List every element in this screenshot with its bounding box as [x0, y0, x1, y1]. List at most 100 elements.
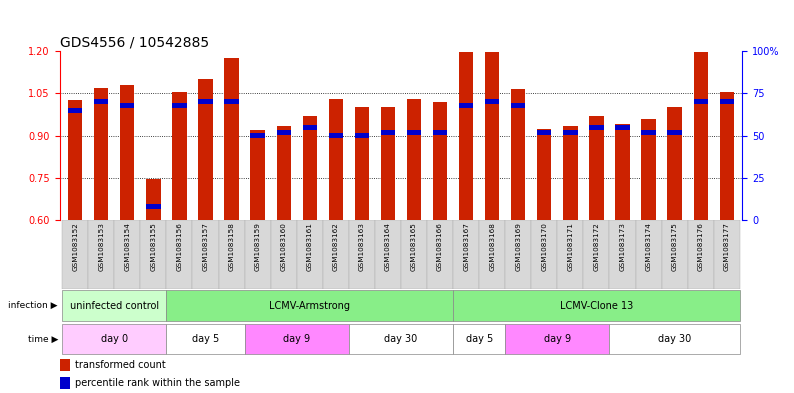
Bar [381, 107, 395, 220]
FancyBboxPatch shape [167, 290, 453, 321]
Bar [563, 130, 577, 135]
Text: GSM1083176: GSM1083176 [698, 222, 703, 271]
Text: GSM1083170: GSM1083170 [542, 222, 547, 271]
Bar [94, 88, 109, 220]
Bar [198, 99, 213, 104]
Bar [355, 107, 369, 220]
Text: GSM1083167: GSM1083167 [463, 222, 469, 271]
Bar [68, 100, 83, 220]
Text: GSM1083159: GSM1083159 [255, 222, 260, 271]
Bar [381, 130, 395, 135]
FancyBboxPatch shape [167, 220, 192, 289]
Text: GSM1083175: GSM1083175 [672, 222, 677, 271]
Text: transformed count: transformed count [75, 360, 165, 370]
FancyBboxPatch shape [88, 220, 114, 289]
FancyBboxPatch shape [688, 220, 714, 289]
FancyBboxPatch shape [141, 220, 167, 289]
Bar [615, 125, 630, 130]
Text: percentile rank within the sample: percentile rank within the sample [75, 378, 240, 387]
FancyBboxPatch shape [453, 290, 740, 321]
FancyBboxPatch shape [610, 220, 635, 289]
Bar [459, 53, 473, 220]
Text: day 5: day 5 [192, 334, 219, 344]
FancyBboxPatch shape [661, 220, 688, 289]
FancyBboxPatch shape [271, 220, 297, 289]
Text: GSM1083171: GSM1083171 [568, 222, 573, 271]
FancyBboxPatch shape [557, 220, 584, 289]
Text: GSM1083161: GSM1083161 [306, 222, 313, 271]
FancyBboxPatch shape [114, 220, 141, 289]
Text: uninfected control: uninfected control [70, 301, 159, 310]
Text: time ▶: time ▶ [28, 334, 58, 343]
Bar [276, 126, 291, 220]
Bar [276, 130, 291, 135]
Bar [225, 58, 239, 220]
Bar [485, 53, 499, 220]
Bar [60, 359, 71, 371]
FancyBboxPatch shape [167, 323, 245, 354]
Bar [172, 103, 187, 108]
FancyBboxPatch shape [427, 220, 453, 289]
Bar [407, 130, 421, 135]
Text: infection ▶: infection ▶ [9, 301, 58, 310]
FancyBboxPatch shape [375, 220, 401, 289]
FancyBboxPatch shape [401, 220, 427, 289]
FancyBboxPatch shape [505, 220, 531, 289]
FancyBboxPatch shape [349, 323, 453, 354]
Bar [94, 99, 109, 104]
FancyBboxPatch shape [505, 323, 610, 354]
Bar [303, 125, 317, 130]
FancyBboxPatch shape [245, 323, 349, 354]
FancyBboxPatch shape [62, 290, 167, 321]
FancyBboxPatch shape [349, 220, 375, 289]
FancyBboxPatch shape [62, 323, 167, 354]
Text: GSM1083174: GSM1083174 [646, 222, 652, 271]
Bar [172, 92, 187, 220]
Text: GDS4556 / 10542885: GDS4556 / 10542885 [60, 36, 209, 50]
Bar [433, 102, 447, 220]
Bar [329, 99, 343, 220]
Bar [589, 125, 603, 130]
Text: day 9: day 9 [283, 334, 310, 344]
Text: GSM1083157: GSM1083157 [202, 222, 209, 271]
FancyBboxPatch shape [714, 220, 740, 289]
Text: GSM1083169: GSM1083169 [515, 222, 521, 271]
Bar [642, 130, 656, 135]
Text: day 0: day 0 [101, 334, 128, 344]
Text: LCMV-Armstrong: LCMV-Armstrong [269, 301, 350, 310]
FancyBboxPatch shape [453, 323, 505, 354]
Bar [693, 53, 708, 220]
Text: GSM1083177: GSM1083177 [724, 222, 730, 271]
Bar [120, 85, 134, 220]
Bar [538, 129, 552, 220]
Text: GSM1083164: GSM1083164 [385, 222, 391, 271]
Bar [589, 116, 603, 220]
Bar [719, 99, 734, 104]
FancyBboxPatch shape [635, 220, 661, 289]
Bar [433, 130, 447, 135]
Text: GSM1083155: GSM1083155 [150, 222, 156, 271]
Text: day 30: day 30 [658, 334, 692, 344]
Text: GSM1083158: GSM1083158 [229, 222, 234, 271]
Bar [668, 107, 682, 220]
Bar [563, 126, 577, 220]
Text: GSM1083153: GSM1083153 [98, 222, 104, 271]
FancyBboxPatch shape [192, 220, 218, 289]
Bar [538, 130, 552, 135]
FancyBboxPatch shape [584, 220, 610, 289]
Text: GSM1083172: GSM1083172 [593, 222, 599, 271]
Text: GSM1083152: GSM1083152 [72, 222, 78, 271]
Bar [68, 108, 83, 113]
Bar [719, 92, 734, 220]
FancyBboxPatch shape [479, 220, 505, 289]
Bar [60, 376, 71, 389]
Bar [250, 130, 264, 220]
Bar [642, 119, 656, 220]
Bar [303, 116, 317, 220]
Bar [511, 103, 526, 108]
Bar [146, 204, 160, 209]
Bar [693, 99, 708, 104]
FancyBboxPatch shape [323, 220, 349, 289]
Bar [615, 124, 630, 220]
Bar [225, 99, 239, 104]
